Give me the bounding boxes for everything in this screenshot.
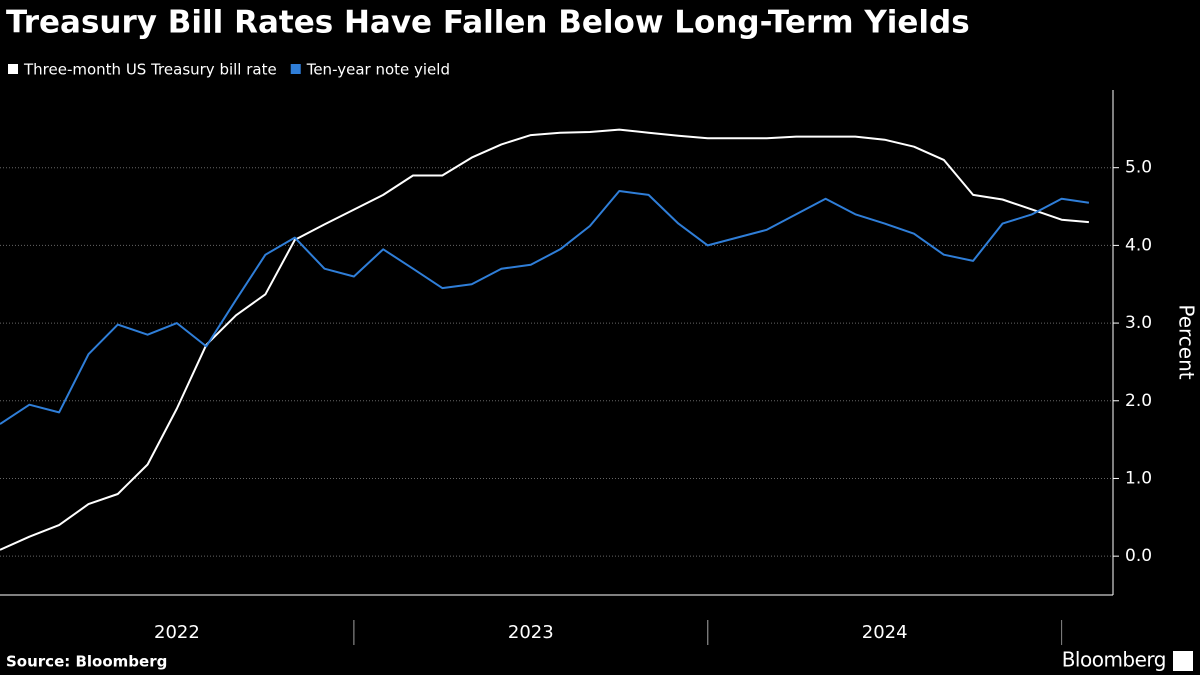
chart-title: Treasury Bill Rates Have Fallen Below Lo… [6, 5, 970, 41]
y-tick-label: 4.0 [1125, 235, 1152, 255]
x-tick-label: 2022 [154, 622, 200, 643]
x-tick-label: 2023 [508, 622, 554, 643]
legend-label: Ten-year note yield [306, 61, 450, 79]
y-tick-label: 5.0 [1125, 158, 1152, 178]
y-tick-label: 2.0 [1125, 391, 1152, 411]
series-line [0, 190, 1090, 425]
legend-swatch [290, 64, 301, 74]
legend-label: Three-month US Treasury bill rate [23, 61, 277, 79]
brand-icon [1173, 651, 1193, 671]
legend-swatch [8, 64, 18, 74]
x-tick-label: 2024 [862, 622, 908, 643]
y-axis-label: Percent [1175, 304, 1199, 379]
source: Source: Bloomberg [6, 653, 167, 671]
y-tick-label: 0.0 [1125, 546, 1152, 566]
series-line [0, 128, 1089, 551]
y-tick-label: 3.0 [1125, 313, 1152, 333]
y-tick-label: 1.0 [1125, 468, 1152, 488]
brand: Bloomberg [1062, 648, 1166, 672]
